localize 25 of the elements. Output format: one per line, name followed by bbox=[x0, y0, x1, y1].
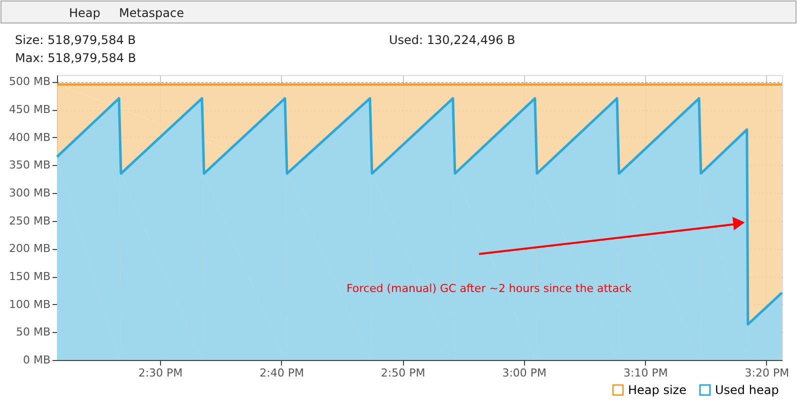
y-tick-label: 50 MB bbox=[16, 326, 50, 339]
legend-label: Heap size bbox=[628, 383, 686, 397]
x-tick-label: 3:10 PM bbox=[624, 366, 668, 380]
annotation: Forced (manual) GC after ~2 hours since the attack bbox=[346, 282, 632, 295]
y-tick-label: 500 MB bbox=[8, 75, 50, 88]
x-tick-label: 2:30 PM bbox=[138, 366, 183, 380]
y-tick-label: 400 MB bbox=[8, 130, 50, 144]
y-tick-label: 0 MB bbox=[22, 354, 50, 366]
x-tick-label: 3:00 PM bbox=[502, 366, 547, 380]
text: Max: 518,979,584 B bbox=[15, 51, 136, 65]
y-tick-label: 150 MB bbox=[8, 270, 50, 284]
text: Size: 518,979,584 B bbox=[15, 33, 136, 47]
y-tick-label: 350 MB bbox=[8, 158, 50, 172]
text: Metaspace bbox=[119, 6, 184, 20]
x-tick-label: 2:50 PM bbox=[380, 366, 426, 380]
y-tick-label: 300 MB bbox=[8, 186, 50, 200]
y-tick-label: 250 MB bbox=[8, 214, 50, 228]
text: Used: 130,224,496 B bbox=[389, 33, 516, 47]
legend-label: Used heap bbox=[715, 383, 779, 397]
x-tick-label: 2:40 PM bbox=[260, 366, 304, 380]
y-tick-label: 100 MB bbox=[8, 298, 50, 311]
text: Heap bbox=[69, 6, 100, 20]
x-tick-label: 3:20 PM bbox=[744, 366, 790, 380]
y-tick-label: 200 MB bbox=[8, 242, 50, 256]
y-tick-label: 450 MB bbox=[8, 103, 50, 116]
